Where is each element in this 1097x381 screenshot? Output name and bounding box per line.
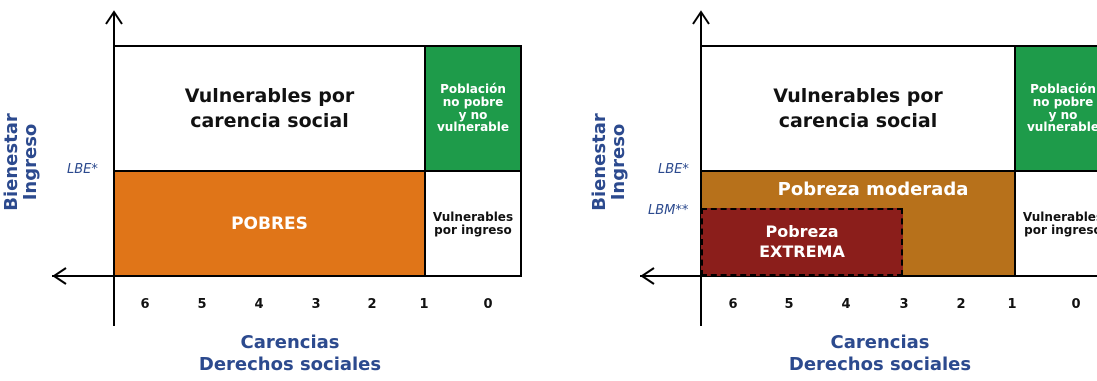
tick-label: 1 [1007,297,1017,312]
vulnerables-carencia-box: Vulnerables por carencia social [700,45,1016,172]
no-pobre-line3: y no [1048,107,1078,122]
tick-label: 0 [1071,297,1081,312]
lbe-marker: LBE* [67,162,98,177]
no-pobre-line3: y no [458,107,488,122]
pobres-box: POBRES [113,170,426,277]
x-axis-line2: Derechos sociales [788,353,972,375]
vuln-social-line2: carencia social [190,109,349,132]
vulnerables-carencia-box: Vulnerables por carencia social [113,45,426,172]
tick-label: 0 [483,297,493,312]
pobreza-extrema-box: Pobreza EXTREMA [701,208,903,276]
vulnerables-ingreso-box: Vulnerables por ingreso [1014,170,1097,277]
moderada-label: Pobreza moderada [777,179,969,200]
tick-label: 4 [841,297,851,312]
x-axis-title: Carencias Derechos sociales [780,332,980,375]
lbe-marker: LBE* [658,162,689,177]
tick-label: 2 [956,297,966,312]
x-axis-line1: Carencias [240,332,340,353]
vuln-social-line1: Vulnerables por [184,84,355,107]
vuln-social-line1: Vulnerables por [773,84,943,107]
diagram-left: Vulnerables por carencia social Població… [0,0,548,381]
tick-label: 5 [784,297,794,312]
y-axis-label: Bienestar Ingreso [1,107,47,217]
diagram-right: Vulnerables por carencia social Població… [588,0,1097,381]
x-axis-line1: Carencias [830,332,930,353]
no-pobre-line1: Población [440,82,506,97]
x-axis-line2: Derechos sociales [198,353,382,375]
vulnerables-ingreso-box: Vulnerables por ingreso [424,170,522,277]
no-pobre-line4: vulnerable [1026,120,1097,135]
tick-label: 2 [367,297,377,312]
y-axis-line2: Ingreso [607,123,629,201]
vuln-ingreso-line1: Vulnerables [1022,209,1097,224]
y-axis-label: Bienestar Ingreso [589,107,635,217]
vuln-ingreso-line2: por ingreso [434,222,512,237]
extrema-line2: EXTREMA [759,242,845,261]
no-pobre-box: Población no pobre y no vulnerable [1014,45,1097,172]
tick-label: 1 [419,297,429,312]
tick-label: 3 [899,297,909,312]
vuln-social-line2: carencia social [778,109,938,132]
lbm-marker: LBM** [648,203,689,218]
tick-label: 6 [140,297,150,312]
tick-label: 3 [311,297,321,312]
tick-label: 4 [254,297,264,312]
no-pobre-box: Población no pobre y no vulnerable [424,45,522,172]
extrema-line1: Pobreza [765,222,839,241]
vuln-ingreso-line1: Vulnerables [432,209,514,224]
x-axis-title: Carencias Derechos sociales [190,332,390,375]
no-pobre-line4: vulnerable [436,120,510,135]
no-pobre-line2: no pobre [442,94,504,109]
tick-label: 5 [197,297,207,312]
y-axis-line2: Ingreso [19,123,41,201]
pobres-label: POBRES [231,213,308,234]
tick-label: 6 [728,297,738,312]
vuln-ingreso-line2: por ingreso [1024,222,1097,237]
no-pobre-line1: Población [1030,82,1096,97]
no-pobre-line2: no pobre [1032,94,1094,109]
